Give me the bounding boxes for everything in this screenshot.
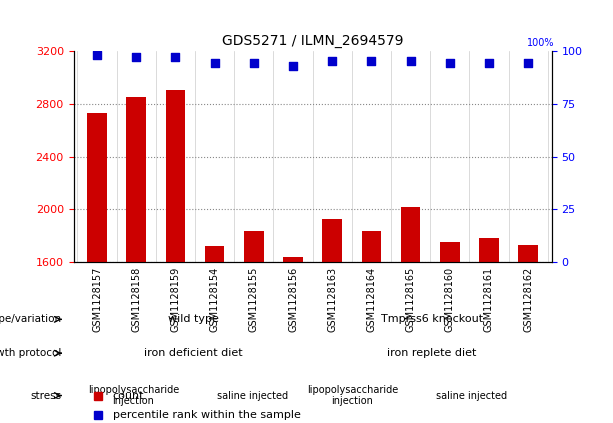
Bar bbox=[362, 231, 381, 262]
Text: genotype/variation: genotype/variation bbox=[0, 314, 61, 324]
Title: GDS5271 / ILMN_2694579: GDS5271 / ILMN_2694579 bbox=[222, 34, 403, 48]
Text: saline injected: saline injected bbox=[217, 390, 289, 401]
Bar bbox=[479, 239, 499, 262]
Bar bbox=[283, 257, 303, 262]
Bar bbox=[205, 246, 224, 262]
Point bbox=[210, 60, 219, 67]
Point bbox=[131, 54, 141, 60]
Text: wild type: wild type bbox=[168, 314, 218, 324]
Text: iron deficient diet: iron deficient diet bbox=[144, 348, 242, 358]
Text: percentile rank within the sample: percentile rank within the sample bbox=[113, 410, 300, 420]
Point bbox=[367, 58, 376, 65]
Point bbox=[327, 58, 337, 65]
Point bbox=[445, 60, 455, 67]
Point bbox=[484, 60, 494, 67]
Text: stress: stress bbox=[30, 390, 61, 401]
Bar bbox=[401, 207, 421, 262]
Text: count: count bbox=[113, 391, 144, 401]
Point bbox=[288, 62, 298, 69]
Text: lipopolysaccharide
injection: lipopolysaccharide injection bbox=[307, 385, 398, 407]
Point bbox=[524, 60, 533, 67]
Bar bbox=[519, 245, 538, 262]
Bar bbox=[322, 219, 342, 262]
Point bbox=[249, 60, 259, 67]
Text: saline injected: saline injected bbox=[436, 390, 508, 401]
Text: growth protocol: growth protocol bbox=[0, 348, 61, 358]
Bar bbox=[440, 242, 460, 262]
Point bbox=[170, 54, 180, 60]
Bar bbox=[244, 231, 264, 262]
Text: Tmprss6 knockout: Tmprss6 knockout bbox=[381, 314, 483, 324]
Bar bbox=[166, 91, 185, 262]
Y-axis label: 100%: 100% bbox=[0, 422, 1, 423]
Point bbox=[406, 58, 416, 65]
Text: lipopolysaccharide
injection: lipopolysaccharide injection bbox=[88, 385, 179, 407]
Bar bbox=[126, 97, 146, 262]
Text: iron replete diet: iron replete diet bbox=[387, 348, 477, 358]
Bar bbox=[87, 113, 107, 262]
Point bbox=[92, 52, 102, 58]
Text: 100%: 100% bbox=[527, 38, 555, 48]
